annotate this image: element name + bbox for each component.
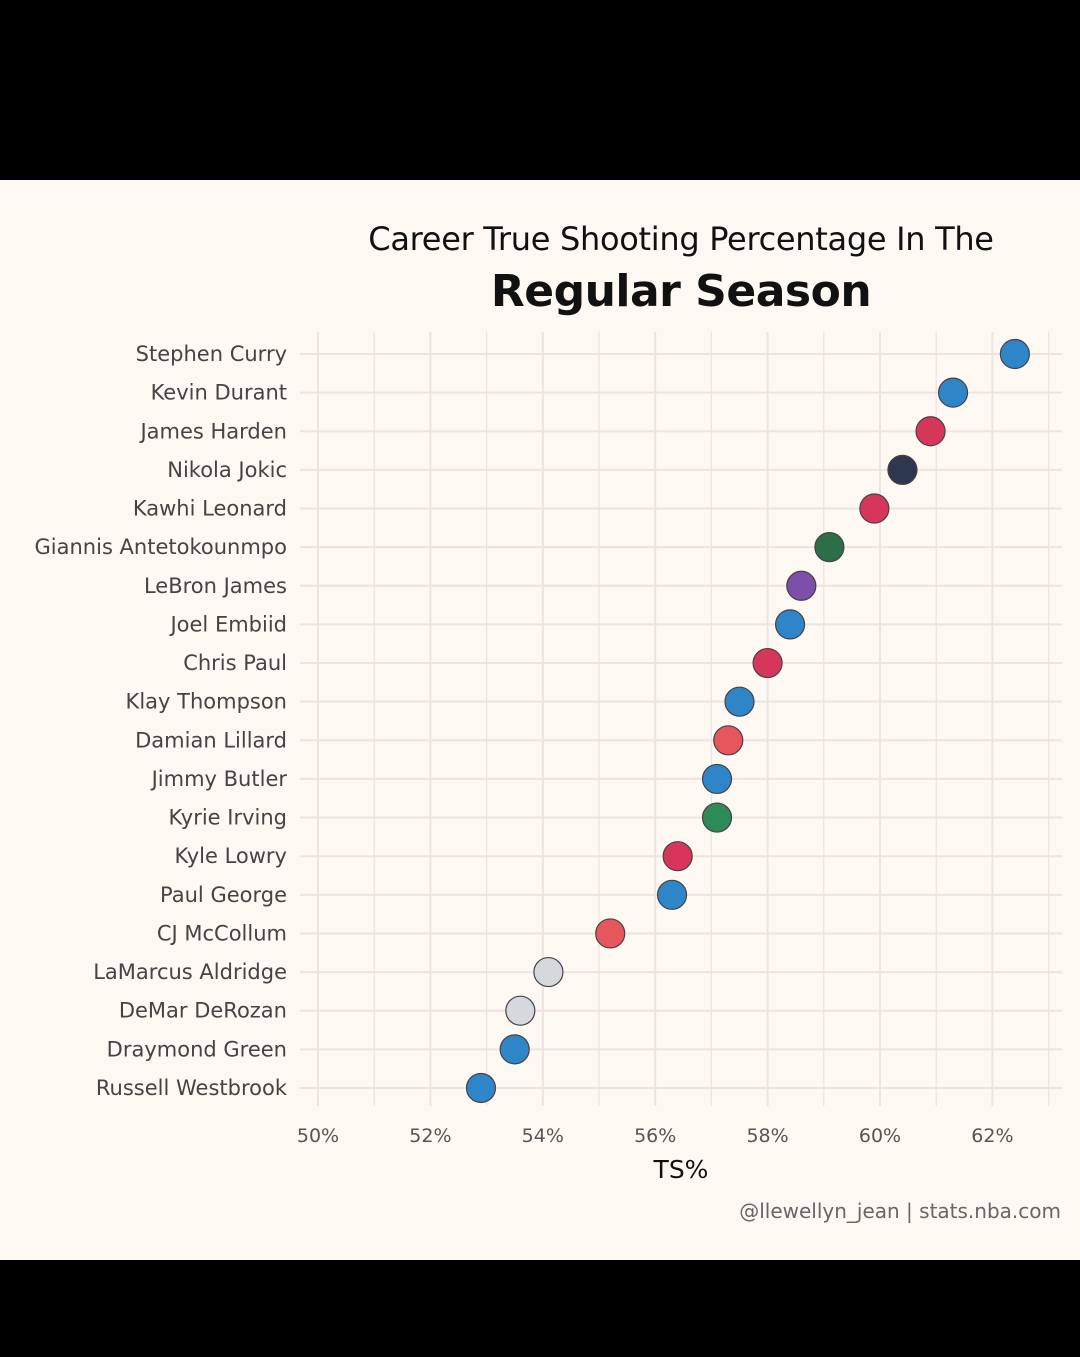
player-label: Kevin Durant	[151, 381, 287, 405]
player-label: LeBron James	[144, 574, 287, 598]
dot-plot: Stephen Curry Kevin Durant James Harden Nik…	[35, 332, 1062, 1223]
player-label: Draymond Green	[107, 1037, 287, 1061]
player-label: Klay Thompson	[126, 690, 287, 714]
letterbox-bottom	[0, 1260, 1080, 1357]
data-point	[999, 338, 1030, 370]
data-point	[533, 956, 564, 988]
data-point	[662, 841, 693, 872]
data-point	[499, 1034, 530, 1065]
player-label: James Harden	[138, 419, 287, 443]
x-tick-label: 62%	[971, 1125, 1013, 1147]
data-point	[713, 725, 744, 756]
data-point	[937, 377, 969, 408]
data-point	[724, 686, 755, 717]
data-point	[595, 918, 626, 949]
player-label: Paul George	[160, 883, 287, 907]
data-point	[752, 647, 783, 679]
player-label: Damian Lillard	[135, 728, 287, 752]
data-point	[701, 763, 733, 795]
chart-title-line1: Career True Shooting Percentage In The	[368, 220, 994, 258]
player-label: Chris Paul	[183, 651, 287, 675]
x-tick-label: 56%	[634, 1125, 676, 1147]
data-point	[465, 1072, 497, 1104]
player-label: DeMar DeRozan	[119, 999, 287, 1023]
chart-title-line2: Regular Season	[490, 266, 872, 317]
data-point	[656, 879, 688, 910]
credit-text: @llewellyn_jean | stats.nba.com	[739, 1199, 1061, 1223]
data-point	[786, 570, 817, 601]
letterbox-top	[0, 0, 1080, 180]
data-point	[774, 609, 806, 640]
x-tick-label: 52%	[409, 1125, 451, 1147]
player-label: Kyrie Irving	[169, 806, 287, 830]
data-point	[701, 802, 733, 833]
player-label: Kyle Lowry	[174, 844, 287, 868]
data-point	[915, 416, 946, 447]
player-label: Kawhi Leonard	[133, 497, 287, 521]
data-point	[505, 995, 536, 1026]
x-tick-label: 50%	[297, 1125, 339, 1147]
x-axis-label: TS%	[653, 1155, 709, 1184]
data-point	[859, 493, 890, 524]
data-point	[887, 454, 918, 485]
player-label: Joel Embiid	[168, 612, 287, 636]
player-label: Nikola Jokic	[167, 458, 287, 482]
player-label: Russell Westbrook	[96, 1076, 288, 1100]
player-label: Giannis Antetokounmpo	[35, 535, 287, 559]
player-label: Jimmy Butler	[150, 767, 288, 791]
x-tick-label: 58%	[746, 1125, 788, 1147]
x-tick-label: 60%	[859, 1125, 901, 1147]
chart-card: Career True Shooting Percentage In The R…	[0, 180, 1080, 1260]
x-tick-label: 54%	[522, 1125, 564, 1147]
player-label: CJ McCollum	[157, 921, 287, 945]
data-point	[814, 532, 845, 563]
player-label: Stephen Curry	[136, 342, 287, 366]
player-label: LaMarcus Aldridge	[93, 960, 287, 984]
